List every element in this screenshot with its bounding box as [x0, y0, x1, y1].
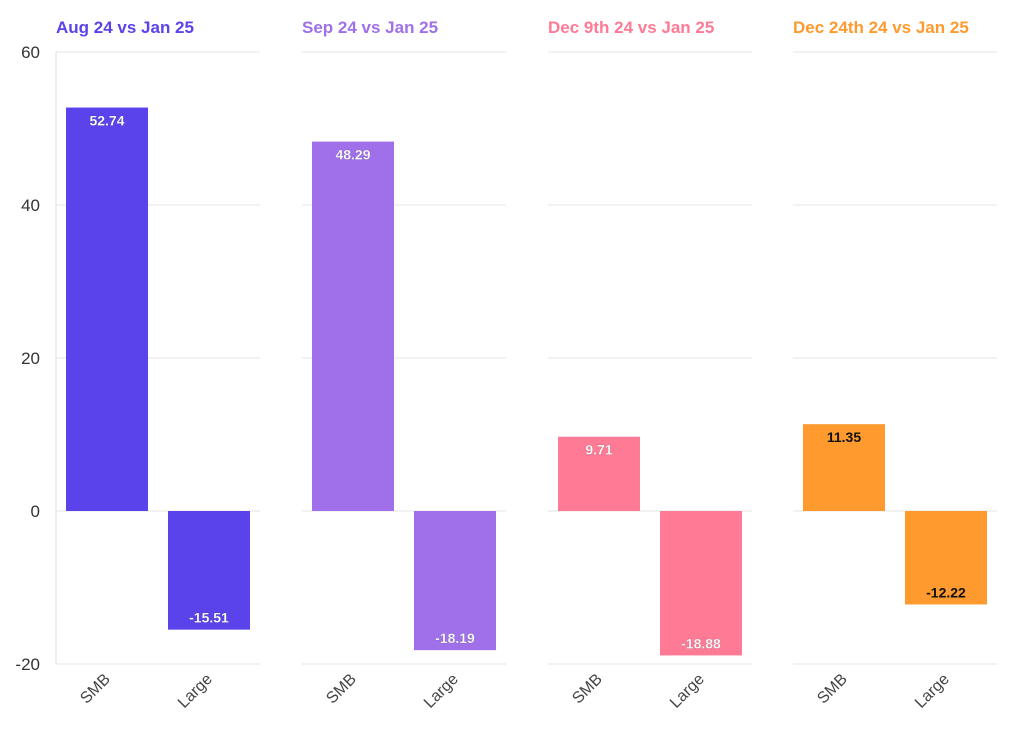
data-label: -18.19	[435, 630, 475, 646]
bar-smb	[558, 436, 640, 511]
bar-large	[905, 511, 987, 605]
panel-title: Dec 24th 24 vs Jan 25	[793, 18, 969, 37]
x-tick-label: Large	[912, 671, 953, 712]
data-label: 48.29	[335, 147, 370, 163]
data-label: 9.71	[585, 442, 612, 458]
x-tick-label: Large	[667, 671, 708, 712]
x-tick-label: SMB	[77, 671, 114, 708]
panel-title: Aug 24 vs Jan 25	[56, 18, 194, 37]
panel-title: Dec 9th 24 vs Jan 25	[548, 18, 714, 37]
bar-large	[660, 511, 742, 656]
y-tick-label: 40	[21, 196, 40, 215]
data-label: 11.35	[827, 429, 861, 445]
y-tick-label: 0	[31, 502, 40, 521]
y-tick-label: 60	[21, 43, 40, 62]
bar-smb	[66, 107, 148, 511]
data-label: 52.74	[89, 113, 124, 129]
bar-smb	[803, 424, 885, 511]
x-tick-label: SMB	[814, 671, 851, 708]
panel-title: Sep 24 vs Jan 25	[302, 18, 438, 37]
x-tick-label: Large	[421, 671, 462, 712]
y-tick-label: -20	[15, 655, 40, 674]
x-tick-label: SMB	[569, 671, 606, 708]
x-tick-label: SMB	[323, 671, 360, 708]
data-label: -12.22	[926, 584, 966, 600]
y-tick-label: 20	[21, 349, 40, 368]
data-label: -18.88	[681, 635, 721, 651]
x-tick-label: Large	[175, 671, 216, 712]
bar-large	[414, 511, 496, 651]
bar-large	[168, 511, 250, 630]
bar-smb	[312, 141, 394, 512]
data-label: -15.51	[189, 610, 229, 626]
